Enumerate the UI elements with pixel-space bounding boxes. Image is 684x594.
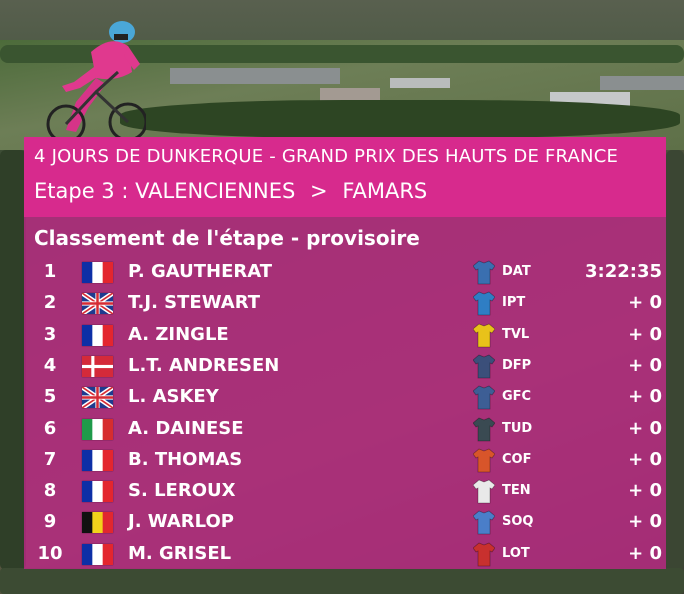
rider-time: + 0 [628, 354, 662, 376]
rider-time: + 0 [628, 542, 662, 564]
rider-name: T.J. STEWART [128, 292, 261, 314]
stage-label: Etape 3 : [34, 179, 129, 203]
france-flag-icon [82, 262, 113, 283]
cyclist-illustration [36, 12, 148, 144]
team-jersey-icon [473, 291, 495, 316]
rider-position: 10 [37, 542, 63, 564]
rider-time: + 0 [628, 511, 662, 533]
france-flag-icon [82, 543, 113, 565]
rider-position: 7 [43, 448, 57, 470]
france-flag-icon [82, 324, 113, 346]
france-flag-icon [82, 449, 113, 471]
result-row: 6 A. DAINESE TUD + 0 [24, 414, 666, 445]
team-code: DFP [502, 357, 532, 373]
rider-position: 5 [43, 386, 57, 408]
stage-start: VALENCIENNES [135, 179, 296, 203]
rider-name: L. ASKEY [128, 386, 219, 408]
team-jersey-icon [473, 510, 495, 535]
result-row: 4 L.T. ANDRESEN DFP + 0 [24, 351, 666, 382]
result-row: 9 J. WARLOP SOQ + 0 [24, 507, 666, 538]
result-row: 1 P. GAUTHERAT DAT 3:22:35 [24, 257, 666, 288]
results-panel: Classement de l'étape - provisoire 1 P. G… [24, 217, 666, 569]
team-code: DAT [502, 264, 531, 279]
rider-time: + 0 [628, 323, 662, 345]
rider-name: L.T. ANDRESEN [128, 354, 280, 376]
stage-separator: > [310, 179, 328, 203]
team-jersey-icon [473, 448, 495, 473]
result-row: 8 S. LEROUX TEN + 0 [24, 476, 666, 507]
rider-position: 2 [43, 292, 57, 314]
team-jersey-icon [473, 260, 495, 285]
rider-time: + 0 [628, 417, 662, 439]
team-jersey-icon [473, 479, 495, 504]
rider-position: 3 [43, 323, 57, 345]
team-code: TVL [502, 326, 530, 342]
team-jersey-icon [473, 417, 495, 442]
denmark-flag-icon [82, 355, 113, 377]
team-jersey-icon [473, 354, 495, 379]
rider-time: + 0 [628, 386, 662, 408]
team-code: SOQ [502, 514, 534, 530]
result-row: 3 A. ZINGLE TVL + 0 [24, 320, 666, 351]
rider-position: 9 [43, 511, 57, 533]
team-code: GFC [502, 389, 532, 405]
rider-position: 6 [43, 417, 57, 439]
rider-position: 8 [43, 480, 57, 502]
team-code: LOT [502, 545, 530, 561]
team-code: COF [502, 451, 532, 467]
italy-flag-icon [82, 418, 113, 440]
team-code: TUD [502, 420, 533, 436]
belgium-flag-icon [82, 512, 113, 534]
team-jersey-icon [473, 542, 495, 567]
result-row: 10 M. GRISEL LOT + 0 [24, 539, 666, 570]
rider-name: P. GAUTHERAT [128, 261, 273, 282]
result-row: 7 B. THOMAS COF + 0 [24, 445, 666, 476]
rider-time: + 0 [628, 292, 662, 314]
rider-name: J. WARLOP [128, 511, 234, 533]
rider-time: 3:22:35 [584, 261, 662, 282]
united-kingdom-flag-icon [82, 387, 113, 409]
rider-name: M. GRISEL [128, 542, 232, 564]
rider-position: 4 [43, 354, 57, 376]
rider-time: + 0 [628, 480, 662, 502]
team-jersey-icon [473, 323, 495, 348]
stage-finish: FAMARS [342, 179, 428, 203]
france-flag-icon [82, 481, 113, 503]
rider-name: A. ZINGLE [128, 323, 229, 345]
race-header: 4 JOURS DE DUNKERQUE - GRAND PRIX DES HA… [24, 137, 666, 217]
stage-line: Etape 3 : VALENCIENNES > FAMARS [34, 179, 427, 203]
rider-name: A. DAINESE [128, 417, 244, 439]
team-jersey-icon [473, 385, 495, 410]
result-row: 2 T.J. STEWART IPT + 0 [24, 288, 666, 319]
classification-title: Classement de l'étape - provisoire [34, 226, 420, 250]
rider-time: + 0 [628, 448, 662, 470]
rider-name: B. THOMAS [128, 448, 243, 470]
team-code: IPT [502, 295, 526, 311]
result-row: 5 L. ASKEY GFC + 0 [24, 382, 666, 413]
rider-position: 1 [43, 261, 57, 282]
rider-name: S. LEROUX [128, 480, 236, 502]
united-kingdom-flag-icon [82, 293, 113, 315]
race-title: 4 JOURS DE DUNKERQUE - GRAND PRIX DES HA… [34, 146, 619, 167]
team-code: TEN [502, 483, 531, 499]
